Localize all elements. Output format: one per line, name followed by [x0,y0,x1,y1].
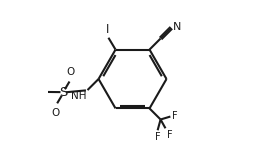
Text: NH: NH [71,91,87,101]
Text: O: O [52,108,60,118]
Text: S: S [59,86,68,99]
Text: I: I [106,23,110,36]
Text: F: F [172,111,178,121]
Text: N: N [173,22,182,32]
Text: F: F [167,130,172,140]
Text: O: O [67,67,75,77]
Text: F: F [154,132,160,142]
